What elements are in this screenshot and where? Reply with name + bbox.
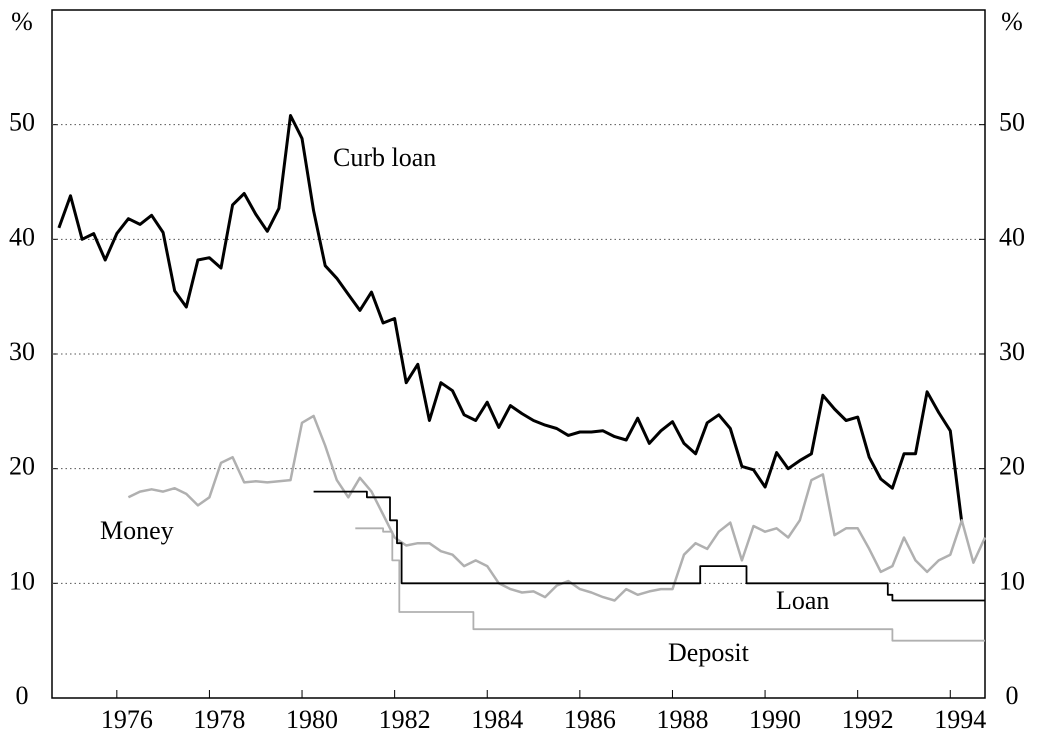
x-tick-label: 1976 xyxy=(101,705,153,734)
annotation: Money xyxy=(100,516,174,545)
y2-tick-label: 30 xyxy=(999,337,1025,366)
y2-tick-label: 0 xyxy=(1006,681,1019,710)
y2-axis-label: % xyxy=(1001,7,1023,36)
x-tick-label: 1990 xyxy=(749,705,801,734)
x-tick-label: 1986 xyxy=(564,705,616,734)
series-line xyxy=(127,414,987,602)
y2-tick-label: 50 xyxy=(999,108,1025,137)
annotation: Deposit xyxy=(668,638,750,667)
y-tick-label: 10 xyxy=(9,566,35,595)
y2-tick-label: 40 xyxy=(999,222,1025,251)
x-tick-label: 1988 xyxy=(656,705,708,734)
x-tick-label: 1980 xyxy=(286,705,338,734)
annotation: Loan xyxy=(776,586,829,615)
y-axis-label: % xyxy=(11,7,33,36)
series-line xyxy=(313,490,985,602)
y2-tick-label: 20 xyxy=(999,452,1025,481)
series-line xyxy=(57,114,964,523)
x-tick-label: 1994 xyxy=(934,705,986,734)
y-tick-label: 50 xyxy=(9,108,35,137)
y-tick-label: 30 xyxy=(9,337,35,366)
annotation: Curb loan xyxy=(333,143,436,172)
x-tick-label: 1978 xyxy=(193,705,245,734)
y-tick-label: 0 xyxy=(16,681,29,710)
y2-tick-label: 10 xyxy=(999,566,1025,595)
x-tick-label: 1982 xyxy=(379,705,431,734)
x-tick-label: 1992 xyxy=(842,705,894,734)
y-tick-label: 20 xyxy=(9,452,35,481)
y-tick-label: 40 xyxy=(9,222,35,251)
series-line xyxy=(355,527,985,642)
x-tick-label: 1984 xyxy=(471,705,523,734)
